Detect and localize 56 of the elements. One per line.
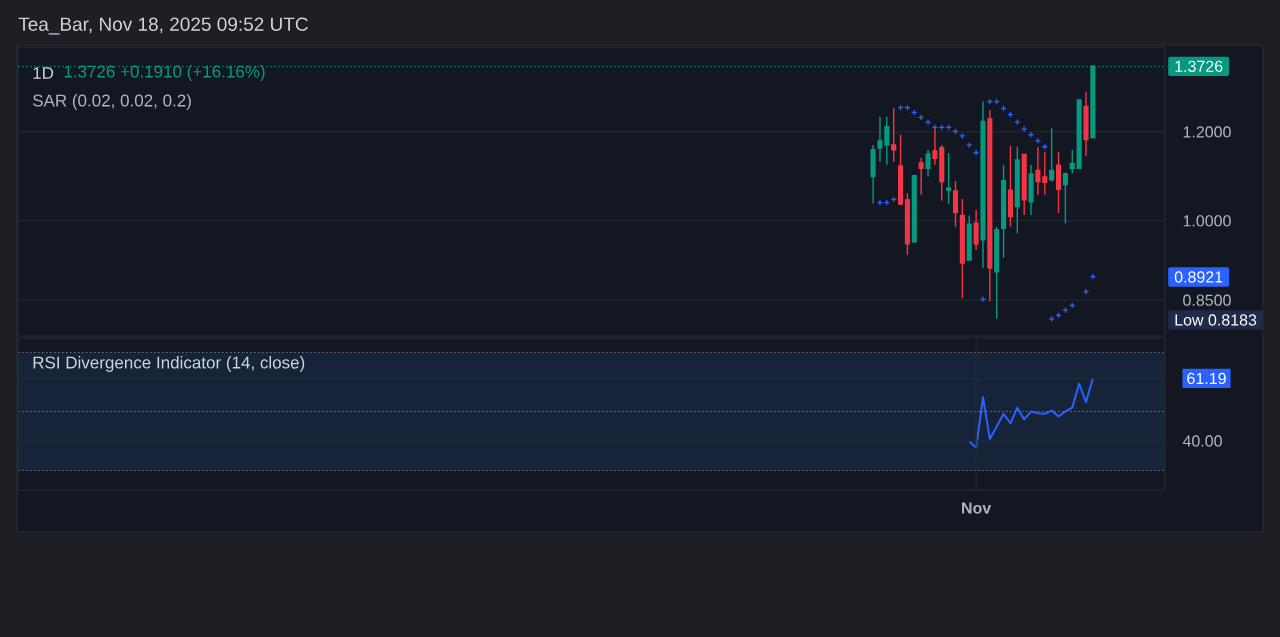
candlestick [1042, 151, 1048, 196]
text: Tea_Bar, Nov 18, 2025 09:52 UTC [18, 17, 308, 35]
candlestick [1035, 146, 1041, 196]
point [1020, 125, 1028, 133]
point [959, 132, 966, 140]
candlestick [904, 192, 910, 256]
text: Low 0.8183 [1175, 314, 1257, 326]
x-tick-label: Nov [962, 502, 992, 514]
point [1089, 273, 1097, 280]
candlestick [918, 157, 924, 196]
text: 0.8921 [1174, 271, 1223, 283]
point [931, 124, 939, 131]
y-tick-label: 40.00 [1182, 435, 1222, 447]
candlestick [980, 100, 986, 269]
candlestick [994, 226, 1000, 320]
point [1048, 315, 1055, 323]
candlestick [1028, 163, 1034, 216]
ref-line-label: 1.3726 [1175, 60, 1223, 72]
annotation: SAR (0.02, 0.02, 0.2) [32, 94, 191, 110]
candlestick [870, 144, 876, 204]
point [1027, 131, 1035, 138]
point [979, 295, 987, 303]
candlestick [1049, 127, 1055, 183]
candlestick [932, 125, 938, 166]
point [1082, 288, 1090, 295]
candlestick [1014, 146, 1020, 234]
candlestick [1069, 149, 1075, 175]
candlestick [891, 106, 897, 163]
candlestick [925, 149, 931, 178]
candlestick [1055, 151, 1062, 214]
line-series [968, 377, 1094, 449]
candlestick [1083, 91, 1089, 157]
candlestick [1007, 145, 1013, 228]
annotation: 1.3726 +0.1910 (+16.16%) [64, 65, 265, 81]
candlestick [959, 198, 965, 300]
candlestick [939, 144, 945, 202]
candlestick [973, 209, 979, 251]
point [972, 149, 980, 156]
point [924, 118, 932, 126]
candlestick [1021, 153, 1027, 216]
candlestick [946, 152, 952, 205]
candlestick [1001, 163, 1007, 259]
y-tick-label: 1.2000 [1183, 126, 1231, 138]
y-tick-label: 61.19 [1187, 372, 1226, 385]
point [876, 199, 884, 206]
point [1034, 137, 1042, 145]
y-tick-label: 0.8500 [1183, 294, 1231, 306]
point [1062, 306, 1069, 314]
candlestick [898, 134, 904, 206]
candlestick [952, 180, 959, 228]
text: RSI Divergence Indicator (14, close) [33, 356, 305, 372]
candlestick [1062, 171, 1068, 225]
y-tick-label: 1.0000 [1183, 215, 1231, 227]
candlestick [987, 109, 993, 303]
annotation: 1D [33, 67, 54, 79]
point [965, 141, 973, 149]
